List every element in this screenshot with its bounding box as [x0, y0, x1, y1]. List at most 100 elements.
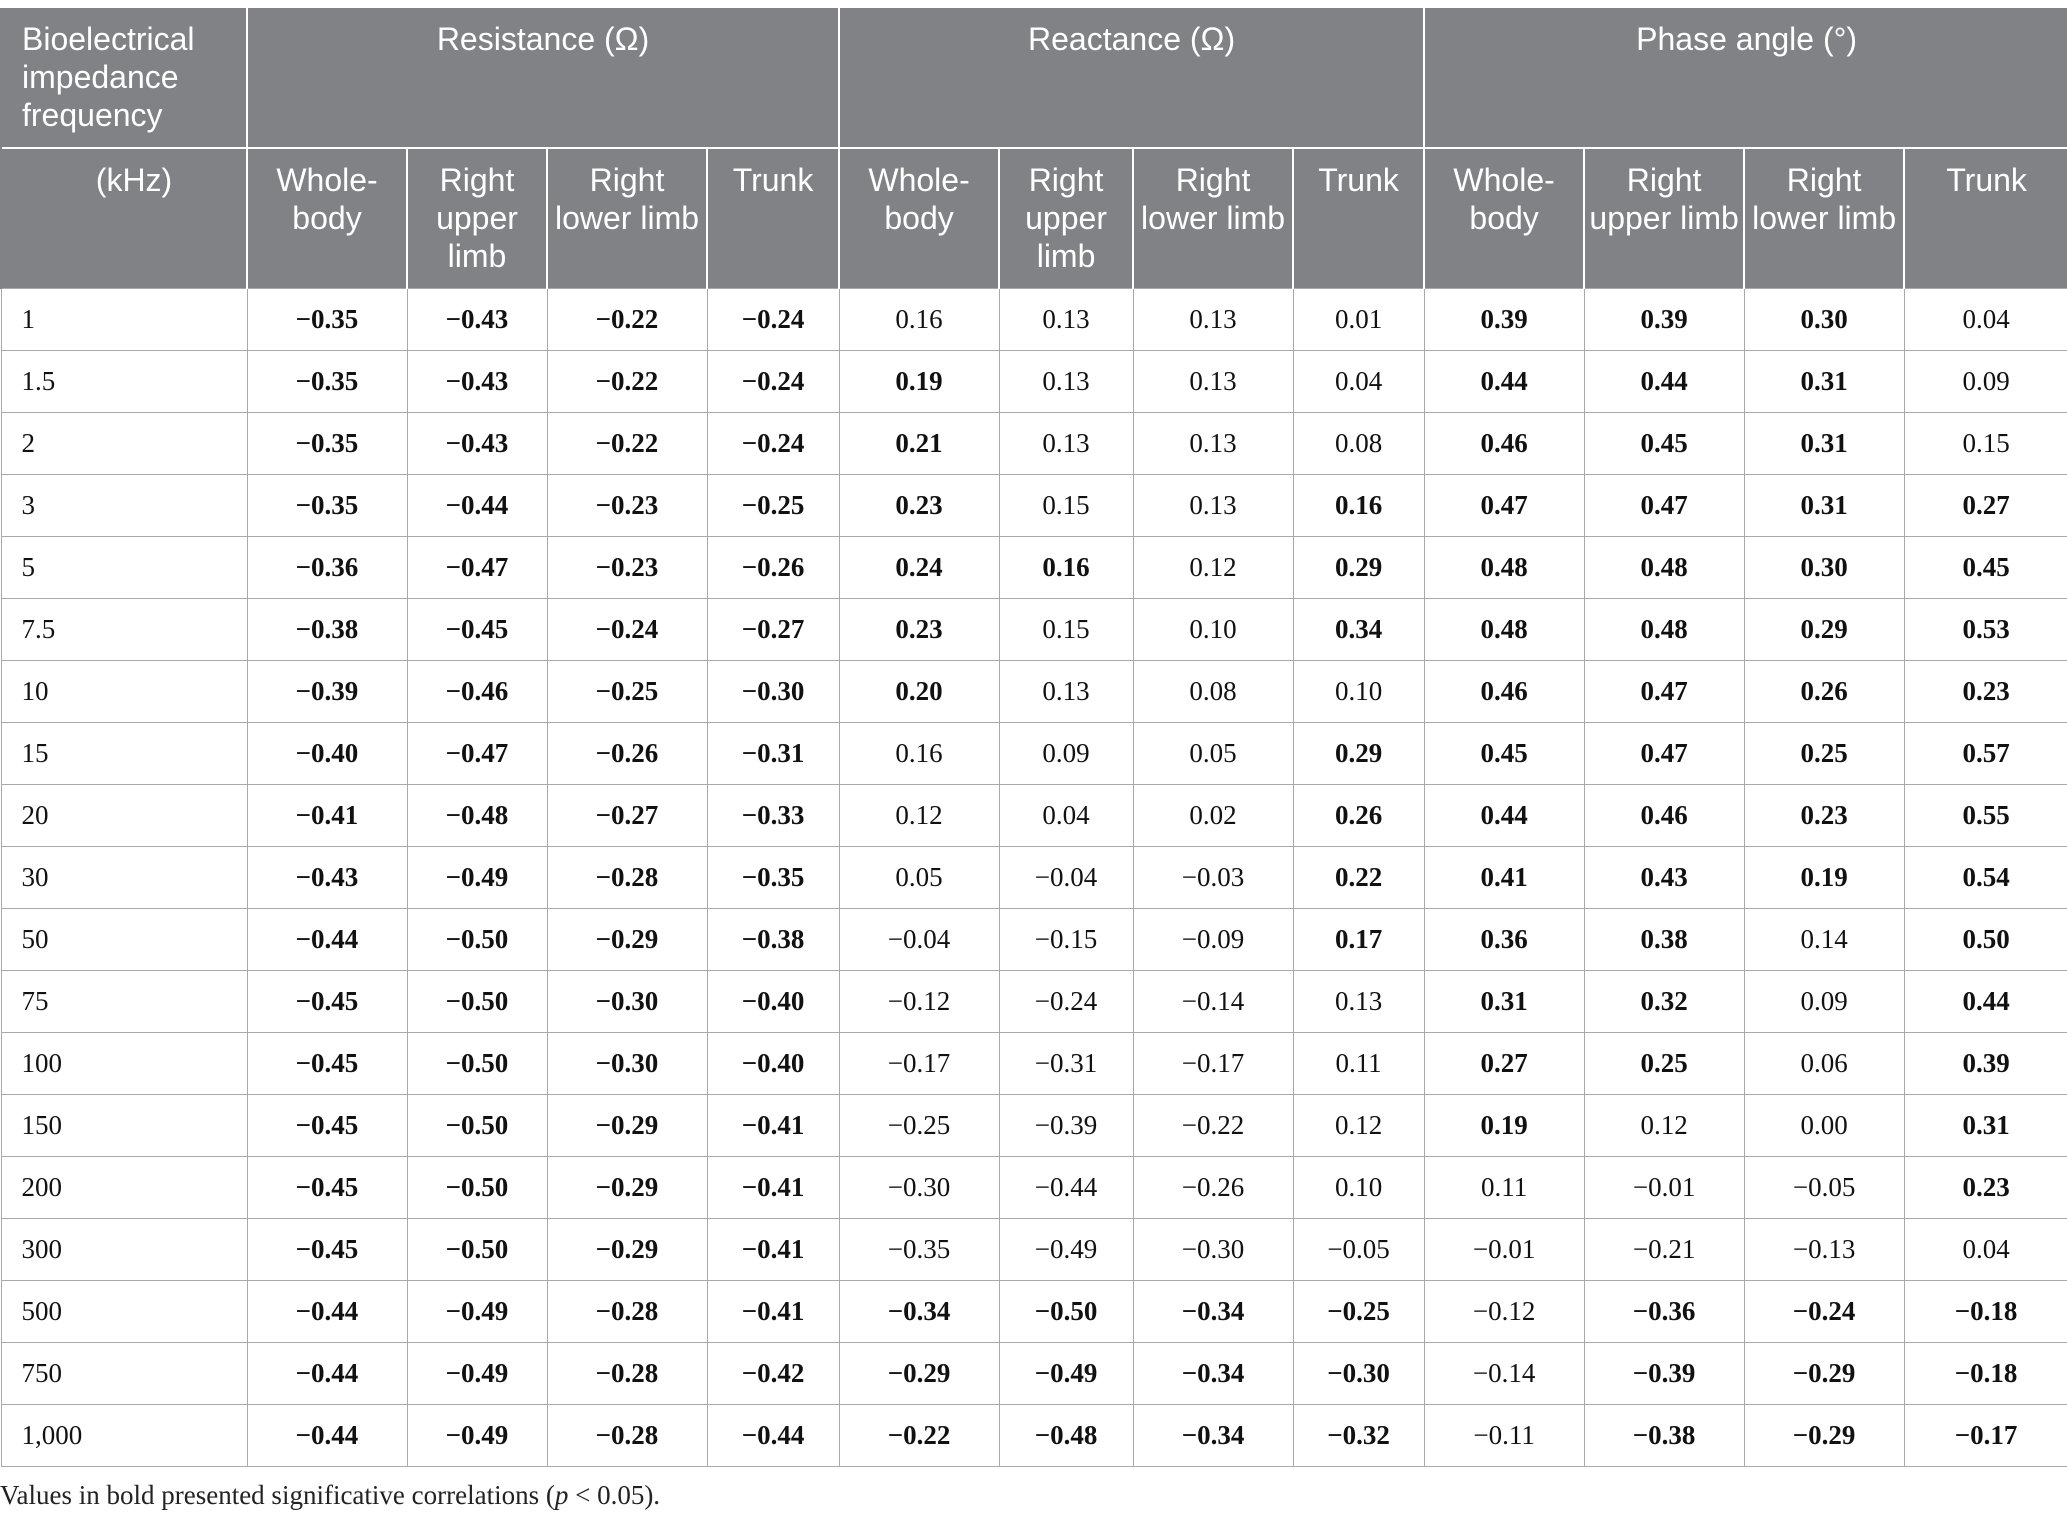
- value-cell: −0.49: [406, 1279, 548, 1343]
- frequency-cell: 1,000: [0, 1403, 248, 1467]
- value-cell: 0.47: [1583, 473, 1745, 537]
- value-cell: 0.55: [1903, 783, 2067, 847]
- value-cell: −0.35: [246, 473, 408, 537]
- table-row: 1 −0.35 −0.43 −0.22 −0.24 0.16 0.13 0.13 0.01 0.3…: [0, 287, 2067, 351]
- value-cell: 0.16: [838, 287, 1000, 351]
- value-cell: 0.44: [1423, 349, 1585, 413]
- value-cell: −0.22: [546, 287, 708, 351]
- value-cell: 0.48: [1423, 535, 1585, 599]
- value-cell: 0.10: [1292, 659, 1425, 723]
- value-cell: 0.23: [838, 597, 1000, 661]
- value-cell: 0.46: [1423, 411, 1585, 475]
- value-cell: 0.26: [1743, 659, 1905, 723]
- table-row: 50 −0.44 −0.50 −0.29 −0.38 −0.04 −0.15 −0.09 0.1…: [0, 907, 2067, 971]
- value-cell: 0.45: [1583, 411, 1745, 475]
- value-cell: −0.22: [838, 1403, 1000, 1467]
- value-cell: 0.30: [1743, 535, 1905, 599]
- value-cell: −0.33: [706, 783, 840, 847]
- value-cell: 0.13: [1132, 349, 1294, 413]
- value-cell: −0.50: [406, 1031, 548, 1095]
- frequency-cell: 500: [0, 1279, 248, 1343]
- group-header-reactance: Reactance (Ω): [838, 8, 1425, 148]
- value-cell: 0.15: [998, 473, 1134, 537]
- row-label-header: Bioelectrical impedance frequency: [0, 8, 247, 148]
- value-cell: 0.24: [838, 535, 1000, 599]
- value-cell: 0.19: [1423, 1093, 1585, 1157]
- value-cell: −0.28: [546, 1403, 708, 1467]
- frequency-cell: 1: [0, 287, 248, 351]
- value-cell: 0.01: [1292, 287, 1425, 351]
- subcolumn-header: Trunk: [705, 147, 840, 288]
- value-cell: 0.25: [1743, 721, 1905, 785]
- value-cell: −0.49: [998, 1217, 1134, 1281]
- value-cell: −0.48: [406, 783, 548, 847]
- value-cell: −0.01: [1583, 1155, 1745, 1219]
- value-cell: −0.50: [406, 969, 548, 1033]
- value-cell: 0.31: [1903, 1093, 2067, 1157]
- value-cell: 0.29: [1743, 597, 1905, 661]
- value-cell: 0.13: [1132, 411, 1294, 475]
- value-cell: 0.21: [838, 411, 1000, 475]
- value-cell: 0.36: [1423, 907, 1585, 971]
- frequency-cell: 10: [0, 659, 248, 723]
- value-cell: −0.48: [998, 1403, 1134, 1467]
- value-cell: 0.11: [1423, 1155, 1585, 1219]
- value-cell: 0.09: [1903, 349, 2067, 413]
- value-cell: −0.47: [406, 721, 548, 785]
- value-cell: 0.23: [1743, 783, 1905, 847]
- subcolumn-header: Whole-body: [838, 147, 1000, 288]
- value-cell: 0.13: [998, 349, 1134, 413]
- value-cell: −0.43: [246, 845, 408, 909]
- table-row: 150 −0.45 −0.50 −0.29 −0.41 −0.25 −0.39 −0.22 0.…: [0, 1093, 2067, 1157]
- value-cell: −0.11: [1423, 1403, 1585, 1467]
- value-cell: −0.41: [706, 1217, 840, 1281]
- frequency-cell: 50: [0, 907, 248, 971]
- value-cell: −0.50: [406, 1093, 548, 1157]
- value-cell: −0.14: [1423, 1341, 1585, 1405]
- group-header-resistance: Resistance (Ω): [245, 8, 840, 148]
- table-row: 2 −0.35 −0.43 −0.22 −0.24 0.21 0.13 0.13 0.08 0.4…: [0, 411, 2067, 475]
- value-cell: −0.17: [1903, 1403, 2067, 1467]
- value-cell: −0.44: [246, 1341, 408, 1405]
- value-cell: −0.13: [1743, 1217, 1905, 1281]
- value-cell: 0.11: [1292, 1031, 1425, 1095]
- subcolumn-header: Right lower limb: [546, 147, 707, 288]
- value-cell: −0.50: [406, 907, 548, 971]
- value-cell: −0.40: [706, 969, 840, 1033]
- value-cell: 0.16: [998, 535, 1134, 599]
- value-cell: −0.39: [1583, 1341, 1745, 1405]
- value-cell: 0.47: [1583, 659, 1745, 723]
- value-cell: −0.24: [706, 287, 840, 351]
- subcolumn-header: Right lower limb: [1132, 147, 1294, 288]
- table-row: 750 −0.44 −0.49 −0.28 −0.42 −0.29 −0.49 −0.34 −0…: [0, 1341, 2067, 1405]
- value-cell: −0.29: [838, 1341, 1000, 1405]
- table-row: 3 −0.35 −0.44 −0.23 −0.25 0.23 0.15 0.13 0.16 0.4…: [0, 473, 2067, 537]
- value-cell: 0.12: [1132, 535, 1294, 599]
- value-cell: 0.09: [1743, 969, 1905, 1033]
- frequency-cell: 75: [0, 969, 248, 1033]
- subcolumn-header: Right upper limb: [1583, 147, 1745, 288]
- frequency-cell: 20: [0, 783, 248, 847]
- value-cell: 0.10: [1292, 1155, 1425, 1219]
- value-cell: 0.46: [1583, 783, 1745, 847]
- value-cell: 0.13: [1292, 969, 1425, 1033]
- value-cell: −0.35: [246, 287, 408, 351]
- value-cell: −0.05: [1743, 1155, 1905, 1219]
- value-cell: −0.21: [1583, 1217, 1745, 1281]
- value-cell: −0.45: [246, 1093, 408, 1157]
- value-cell: 0.27: [1903, 473, 2067, 537]
- header-row-groups: Bioelectrical impedance frequency Resist…: [0, 8, 2067, 148]
- value-cell: −0.26: [706, 535, 840, 599]
- footnote-p-symbol: p: [554, 1480, 569, 1510]
- value-cell: 0.23: [1903, 1155, 2067, 1219]
- value-cell: 0.16: [838, 721, 1000, 785]
- value-cell: −0.28: [546, 1341, 708, 1405]
- value-cell: 0.34: [1292, 597, 1425, 661]
- frequency-cell: 300: [0, 1217, 248, 1281]
- value-cell: −0.36: [1583, 1279, 1745, 1343]
- value-cell: −0.46: [406, 659, 548, 723]
- frequency-cell: 30: [0, 845, 248, 909]
- value-cell: −0.41: [246, 783, 408, 847]
- value-cell: 0.04: [998, 783, 1134, 847]
- value-cell: 0.41: [1423, 845, 1585, 909]
